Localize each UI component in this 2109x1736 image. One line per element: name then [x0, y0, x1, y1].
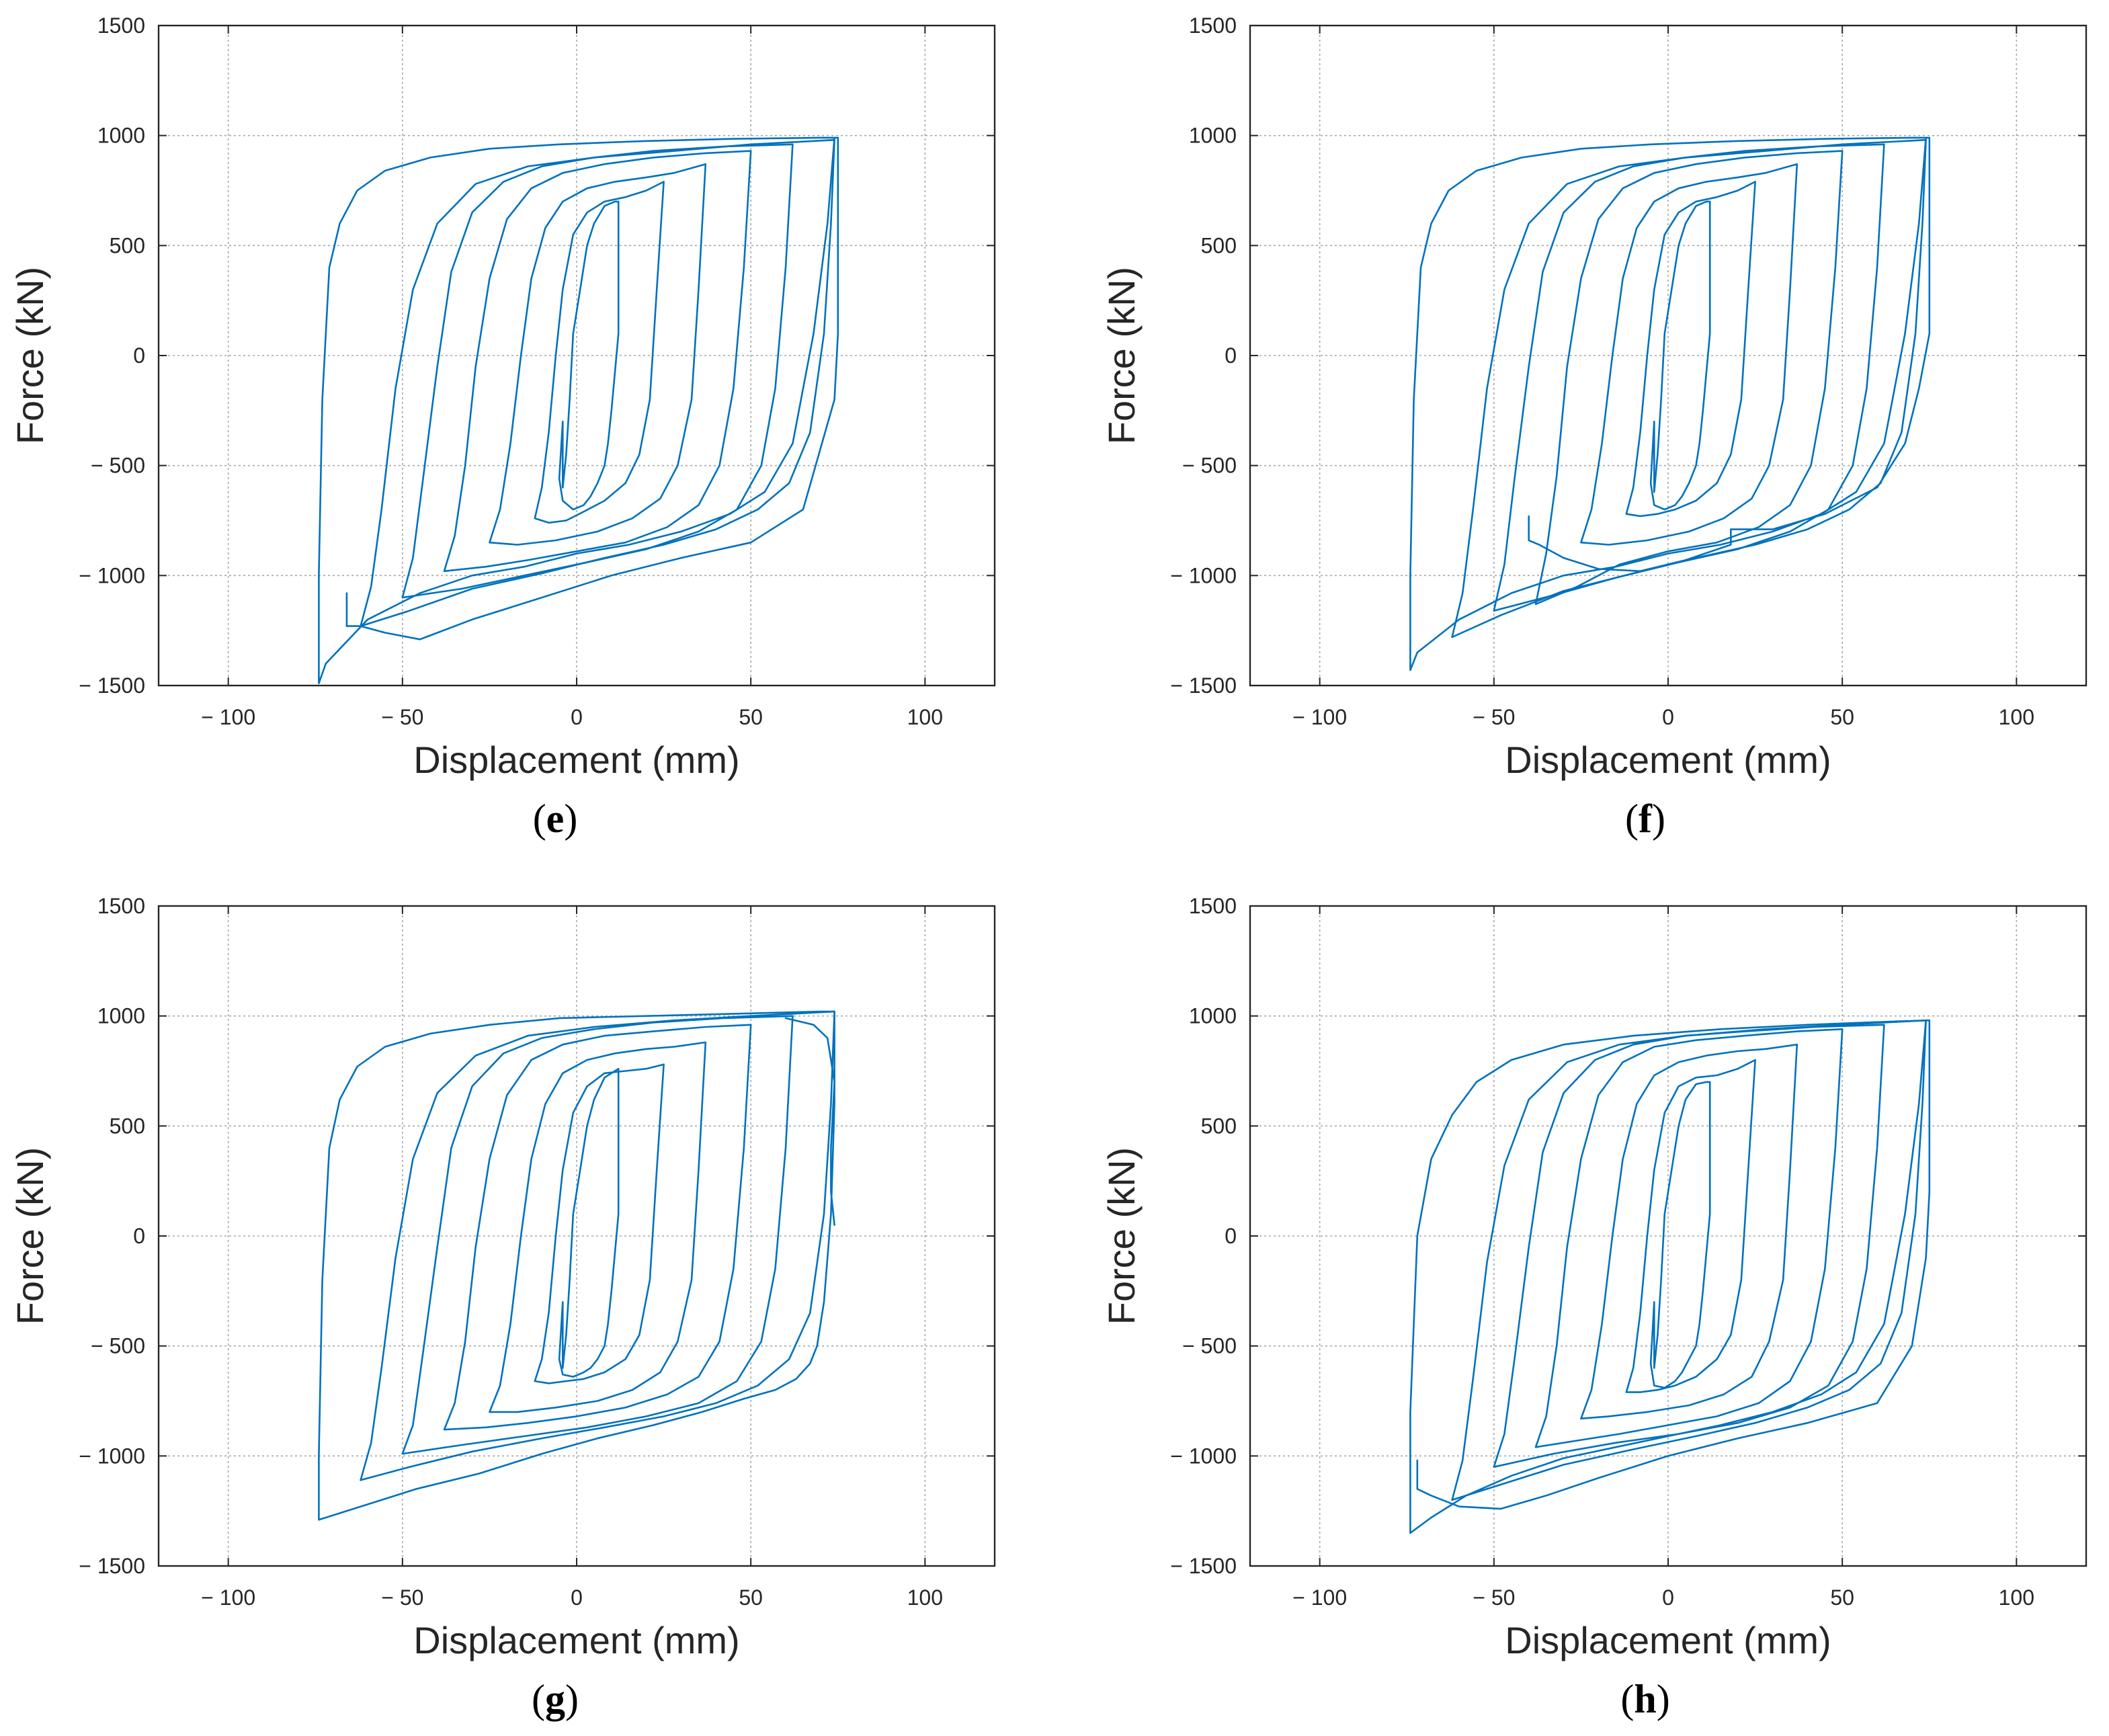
y-tick-label: − 1500 — [79, 673, 145, 698]
y-tick-label: − 1000 — [79, 563, 145, 587]
panel-caption: (g) — [532, 1677, 579, 1721]
y-tick-label: 500 — [110, 233, 145, 257]
series-loop2 — [1625, 181, 1756, 518]
panel-h: − 100− 50 0 50 100− 1500− 1000− 50005001000… — [1100, 894, 2087, 1721]
y-tick-label: 1000 — [1189, 124, 1237, 148]
series-loop5 — [401, 1015, 794, 1455]
y-tick-label: − 1500 — [1170, 1554, 1237, 1578]
hysteresis-curves — [318, 1010, 835, 1521]
series-loop4 — [1534, 150, 1844, 606]
y-tick-label: 1500 — [97, 13, 145, 38]
series-loop7 — [318, 136, 839, 685]
x-tick-label: 100 — [1999, 1585, 2034, 1610]
series-loop7 — [1409, 1019, 1931, 1534]
x-tick-label: 50 — [739, 1585, 763, 1610]
series-loop6 — [1451, 1019, 1927, 1501]
series-loop7 — [318, 1010, 835, 1521]
panel-letter: f — [1639, 796, 1653, 841]
y-tick-label: 1000 — [1189, 1004, 1237, 1028]
y-tick-label: − 1500 — [1170, 673, 1237, 698]
y-tick-label: − 1500 — [79, 1554, 145, 1578]
y-tick-label: 1000 — [97, 124, 145, 148]
x-tick-label: − 50 — [381, 1585, 423, 1610]
y-tick-label: − 500 — [1182, 1334, 1237, 1358]
series-loop1 — [1649, 200, 1711, 511]
y-axis-label: Force (kN) — [1100, 267, 1143, 444]
y-tick-label: 500 — [1201, 1114, 1237, 1138]
series-loop2 — [534, 181, 665, 524]
x-tick-label: 0 — [1662, 1585, 1674, 1610]
y-axis-label: Force (kN) — [1100, 1147, 1143, 1325]
panel-e: − 100− 50 0 50 100− 1500− 1000− 50005001000… — [9, 13, 996, 841]
series-loop1 — [1649, 1081, 1711, 1389]
y-axis-label: Force (kN) — [9, 1147, 51, 1325]
panel-letter: e — [546, 796, 565, 841]
x-tick-label: 100 — [1999, 705, 2034, 729]
series-loop6 — [360, 1010, 835, 1481]
series-loop6 — [360, 138, 835, 627]
y-tick-label: − 1000 — [1170, 563, 1237, 587]
series-loop4 — [1534, 1028, 1844, 1448]
series-loop7 — [1409, 136, 1931, 671]
panel-letter: g — [545, 1677, 565, 1721]
y-tick-label: 500 — [110, 1114, 145, 1138]
hysteresis-curves — [1409, 1019, 1931, 1534]
x-tick-label: − 100 — [201, 705, 255, 729]
hysteresis-curves — [318, 136, 839, 685]
y-tick-label: − 1000 — [1170, 1444, 1237, 1468]
panel-g: − 100− 50 0 50 100− 1500− 1000− 50005001000… — [9, 894, 996, 1721]
y-tick-label: − 1000 — [79, 1444, 145, 1468]
series-loop3 — [1580, 1043, 1798, 1419]
panel-caption: (h) — [1620, 1677, 1669, 1721]
x-tick-label: 50 — [739, 705, 763, 729]
x-tick-label: 0 — [1662, 705, 1674, 729]
x-axis-label: Displacement (mm) — [413, 1619, 739, 1661]
x-tick-label: − 50 — [1473, 705, 1515, 729]
series-loop3 — [1580, 163, 1798, 546]
y-tick-label: 500 — [1201, 233, 1237, 257]
y-tick-label: 0 — [133, 343, 145, 368]
x-tick-label: − 100 — [1292, 1585, 1347, 1610]
series-tail — [784, 1017, 835, 1226]
hysteresis-curves — [1409, 136, 1931, 671]
series-loop4 — [443, 150, 752, 573]
series-loop1 — [558, 200, 620, 511]
series-loop2 — [1625, 1059, 1756, 1393]
x-axis-label: Displacement (mm) — [1505, 739, 1831, 781]
x-tick-label: 0 — [571, 1585, 583, 1610]
series-loop2 — [534, 1063, 665, 1384]
y-tick-label: − 500 — [1182, 454, 1237, 478]
y-tick-label: 1500 — [1189, 13, 1237, 38]
x-tick-label: 50 — [1830, 705, 1854, 729]
y-tick-label: 1500 — [97, 894, 145, 918]
panel-caption: (f) — [1625, 796, 1665, 841]
x-tick-label: − 50 — [1473, 1585, 1515, 1610]
x-tick-label: 100 — [907, 705, 943, 729]
y-axis-label: Force (kN) — [9, 267, 51, 444]
series-loop3 — [489, 163, 707, 546]
x-tick-label: − 100 — [201, 1585, 255, 1610]
x-tick-label: 0 — [571, 705, 583, 729]
y-tick-label: 0 — [133, 1224, 145, 1248]
series-loop4 — [443, 1024, 752, 1431]
series-loop1 — [558, 1067, 620, 1378]
x-tick-label: − 50 — [381, 705, 423, 729]
panel-f: − 100− 50 0 50 100− 1500− 1000− 50005001000… — [1100, 13, 2087, 841]
x-tick-label: 100 — [907, 1585, 943, 1610]
x-axis-label: Displacement (mm) — [413, 739, 739, 781]
y-tick-label: 1500 — [1189, 894, 1237, 918]
x-tick-label: − 100 — [1292, 705, 1347, 729]
series-loop3 — [489, 1041, 707, 1413]
x-axis-label: Displacement (mm) — [1505, 1619, 1831, 1661]
x-tick-label: 50 — [1830, 1585, 1854, 1610]
y-tick-label: − 500 — [91, 454, 145, 478]
panel-caption: (e) — [533, 796, 578, 841]
y-tick-label: 1000 — [97, 1004, 145, 1028]
series-loop6 — [1451, 138, 1927, 638]
y-tick-label: − 500 — [91, 1334, 145, 1358]
panel-letter: h — [1634, 1677, 1656, 1721]
y-tick-label: 0 — [1225, 343, 1237, 368]
y-tick-label: 0 — [1225, 1224, 1237, 1248]
